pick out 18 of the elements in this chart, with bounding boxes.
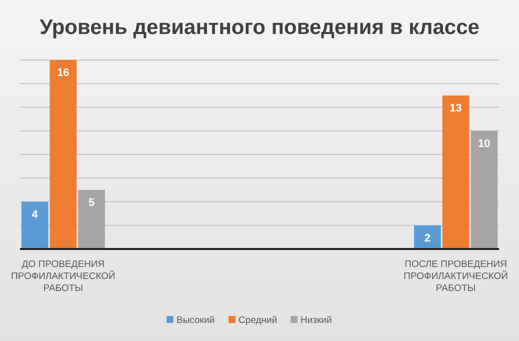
bar [414, 225, 441, 249]
data-label: 10 [478, 138, 490, 150]
x-tick-label: ДО ПРОВЕДЕНИЯ ПРОФИЛАКТИЧЕСКОЙ РАБОТЫ [11, 259, 116, 294]
data-label: 16 [57, 67, 70, 79]
bar [442, 95, 470, 249]
data-label: 2 [424, 232, 431, 244]
chart-title: Уровень девиантного поведения в классе [40, 16, 480, 39]
bar [78, 190, 105, 249]
legend-label: Высокий [176, 315, 215, 326]
legend-label: Низкий [300, 315, 332, 326]
legend-label: Средний [238, 315, 278, 326]
bar [50, 60, 77, 249]
x-tick-label: ПОСЛЕ ПРОВЕДЕНИЯ ПРОФИЛАКТИЧЕСКОЙ РАБОТЫ [404, 259, 508, 294]
data-label: 4 [32, 208, 39, 221]
bar [21, 202, 48, 249]
data-label: 5 [88, 196, 95, 209]
data-label: 13 [450, 102, 462, 114]
bar [470, 130, 498, 249]
